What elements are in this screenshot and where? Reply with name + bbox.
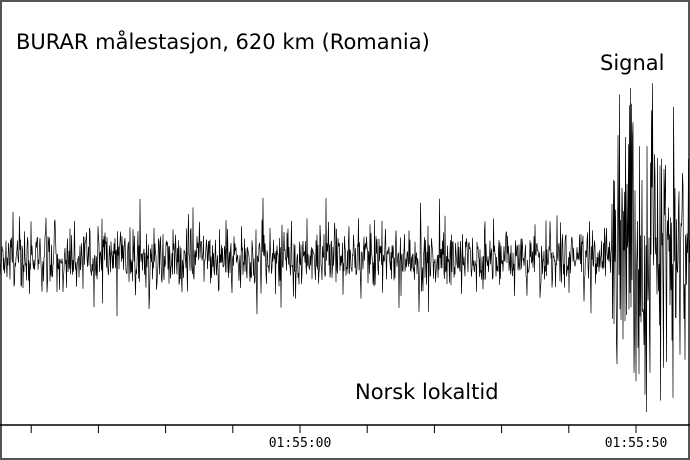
seismic-trace-line xyxy=(0,83,690,413)
x-tick-label: 01:55:00 xyxy=(269,436,332,451)
signal-annotation: Signal xyxy=(600,51,665,75)
chart-title: BURAR målestasjon, 620 km (Romania) xyxy=(16,30,430,54)
waveform-trace xyxy=(0,83,690,413)
x-axis-ticks: 01:55:00 01:55:50 xyxy=(30,425,668,451)
x-axis-label: Norsk lokaltid xyxy=(355,380,499,404)
x-tick-label: 01:55:50 xyxy=(605,436,668,451)
